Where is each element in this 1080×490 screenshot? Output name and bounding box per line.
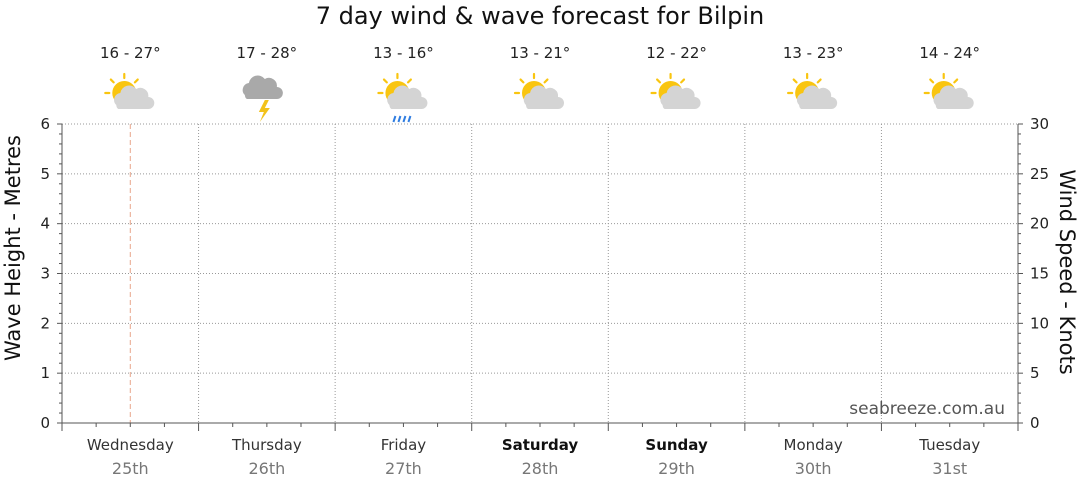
day-column-monday: 13 - 23° Monday 30th bbox=[783, 44, 844, 478]
day-name-label: Sunday bbox=[645, 436, 708, 454]
y-left-tick-label: 2 bbox=[40, 314, 50, 332]
day-column-wednesday: 16 - 27° Wednesday 25th bbox=[87, 44, 174, 478]
y-axis-right-label: Wind Speed - Knots bbox=[1055, 169, 1079, 374]
day-column-thursday: 17 - 28° Thursday 26th bbox=[231, 44, 302, 478]
y-left-tick-label: 0 bbox=[40, 414, 50, 432]
y-right-tick-label: 5 bbox=[1030, 364, 1040, 382]
cloud-shape bbox=[796, 85, 838, 109]
day-name-label: Saturday bbox=[502, 436, 579, 454]
y-right-tick-label: 25 bbox=[1030, 165, 1049, 183]
rain-drop bbox=[397, 115, 402, 123]
temp-range-label: 13 - 23° bbox=[783, 44, 844, 62]
rain-drop bbox=[402, 115, 407, 123]
sun-cloud-icon bbox=[787, 72, 838, 109]
sun-shower-icon bbox=[377, 72, 428, 123]
sun-ray bbox=[519, 78, 525, 84]
sun-ray bbox=[109, 78, 115, 84]
day-columns: 16 - 27° Wednesday 25th 17 - 28° Thursday 26t… bbox=[87, 44, 980, 478]
temp-range-label: 13 - 16° bbox=[373, 44, 434, 62]
cloud-shape bbox=[114, 85, 155, 109]
axes: 0 01 52 103 154 205 256 30 bbox=[40, 115, 1049, 432]
day-date-label: 27th bbox=[385, 459, 422, 478]
day-column-sunday: 12 - 22° Sunday 29th bbox=[645, 44, 708, 478]
lightning-bolt bbox=[258, 100, 270, 122]
day-name-label: Tuesday bbox=[918, 436, 980, 454]
day-date-label: 30th bbox=[795, 459, 832, 478]
day-date-label: 31st bbox=[932, 459, 967, 478]
day-column-saturday: 13 - 21° Saturday 28th bbox=[502, 44, 579, 478]
day-date-label: 28th bbox=[522, 459, 559, 478]
y-left-tick-label: 4 bbox=[40, 215, 50, 233]
sun-ray bbox=[792, 78, 798, 84]
day-name-label: Wednesday bbox=[87, 436, 174, 454]
cloud-shape bbox=[933, 85, 974, 109]
sun-ray bbox=[816, 78, 822, 84]
sun-cloud-icon bbox=[923, 72, 974, 109]
rain-drop bbox=[407, 115, 412, 123]
y-left-tick-label: 1 bbox=[40, 364, 50, 382]
sun-ray bbox=[382, 78, 388, 84]
temp-range-label: 17 - 28° bbox=[237, 44, 298, 62]
day-date-label: 26th bbox=[248, 459, 285, 478]
sun-cloud-icon bbox=[650, 72, 701, 109]
sun-ray bbox=[929, 78, 935, 84]
sun-ray bbox=[406, 78, 412, 84]
day-column-friday: 13 - 16° Friday 27th bbox=[373, 44, 434, 478]
day-date-label: 25th bbox=[112, 459, 149, 478]
grid-lines bbox=[62, 123, 1018, 423]
cloud-shape bbox=[660, 85, 701, 109]
day-name-label: Thursday bbox=[231, 436, 302, 454]
temp-range-label: 12 - 22° bbox=[646, 44, 707, 62]
cloud-shape bbox=[523, 85, 564, 109]
rain-drop bbox=[392, 115, 397, 123]
watermark-text: seabreeze.com.au bbox=[849, 399, 1005, 419]
y-right-tick-label: 30 bbox=[1030, 115, 1049, 133]
day-name-label: Friday bbox=[381, 436, 427, 454]
temp-range-label: 14 - 24° bbox=[919, 44, 980, 62]
day-column-tuesday: 14 - 24° Tuesday 31st bbox=[918, 44, 980, 478]
sun-ray bbox=[543, 78, 549, 84]
cloud-shape bbox=[387, 85, 428, 109]
sun-ray bbox=[953, 78, 959, 84]
sun-ray bbox=[656, 78, 662, 84]
sun-cloud-icon bbox=[513, 72, 564, 109]
storm-cloud-icon bbox=[242, 75, 283, 122]
sun-ray bbox=[133, 78, 139, 84]
y-left-tick-label: 3 bbox=[40, 265, 50, 283]
y-right-tick-label: 0 bbox=[1030, 414, 1040, 432]
y-right-tick-label: 15 bbox=[1030, 265, 1049, 283]
sun-cloud-icon bbox=[104, 72, 155, 109]
y-right-tick-label: 20 bbox=[1030, 215, 1049, 233]
sun-ray bbox=[680, 78, 686, 84]
chart-title: 7 day wind & wave forecast for Bilpin bbox=[315, 2, 765, 30]
temp-range-label: 16 - 27° bbox=[100, 44, 161, 62]
y-left-tick-label: 5 bbox=[40, 165, 50, 183]
temp-range-label: 13 - 21° bbox=[510, 44, 571, 62]
day-date-label: 29th bbox=[658, 459, 695, 478]
y-left-tick-label: 6 bbox=[40, 115, 50, 133]
day-name-label: Monday bbox=[784, 436, 843, 454]
cloud-shape bbox=[242, 75, 283, 99]
y-axis-left-label: Wave Height - Metres bbox=[1, 135, 25, 361]
y-right-tick-label: 10 bbox=[1030, 314, 1049, 332]
